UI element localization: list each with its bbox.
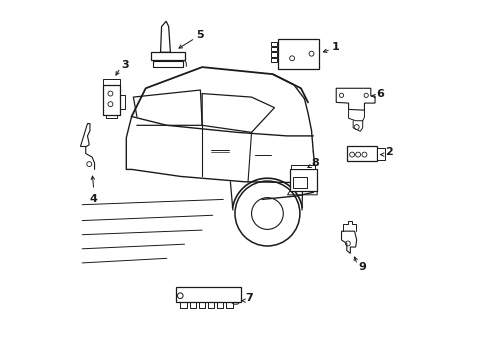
Bar bbox=[270, 47, 277, 51]
Text: 5: 5 bbox=[195, 30, 203, 40]
Bar bbox=[289, 170, 317, 191]
Text: 2: 2 bbox=[384, 147, 392, 157]
Bar bbox=[151, 52, 184, 60]
Text: 3: 3 bbox=[121, 60, 128, 70]
Bar bbox=[270, 52, 277, 57]
Bar bbox=[102, 85, 120, 115]
Text: 7: 7 bbox=[244, 293, 252, 303]
Text: 9: 9 bbox=[357, 262, 365, 273]
Bar bbox=[346, 147, 376, 161]
Bar bbox=[278, 39, 318, 69]
Bar bbox=[376, 148, 384, 159]
Bar bbox=[175, 287, 241, 302]
Text: 6: 6 bbox=[376, 89, 384, 99]
Bar bbox=[270, 42, 277, 46]
Bar bbox=[152, 61, 183, 67]
Bar bbox=[293, 177, 306, 188]
Bar bbox=[270, 58, 277, 62]
Text: 8: 8 bbox=[311, 158, 319, 168]
Text: 4: 4 bbox=[90, 194, 98, 204]
Bar bbox=[290, 165, 314, 170]
Text: 1: 1 bbox=[331, 42, 339, 52]
